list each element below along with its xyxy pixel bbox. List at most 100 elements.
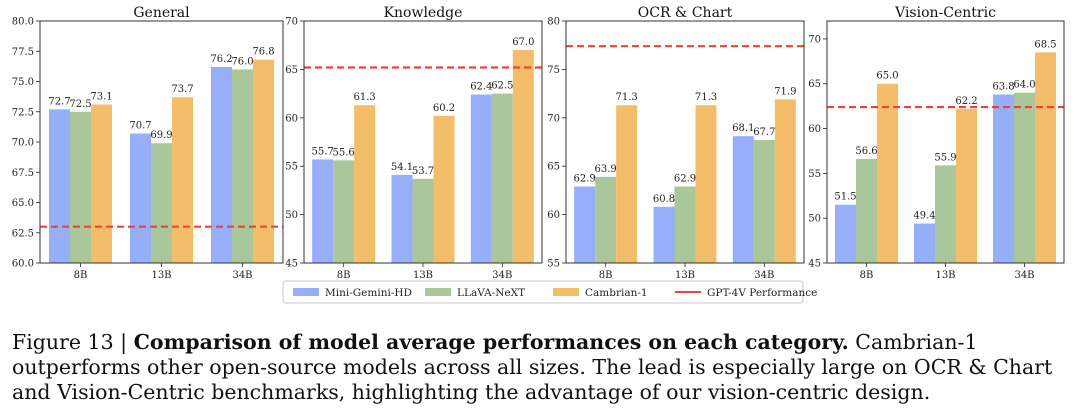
panel-0-bar-0-0 bbox=[49, 109, 70, 263]
panel-1-bar-2-1 bbox=[491, 93, 513, 263]
panel-3-bar-0-1 bbox=[856, 159, 877, 263]
panel-1-ytick-label-4: 65 bbox=[285, 65, 298, 76]
panel-3-ytick-label-3: 60 bbox=[808, 124, 821, 135]
panel-0-ytick-label-2: 65.0 bbox=[12, 198, 34, 209]
panel-3-data-label-2-0: 63.8 bbox=[992, 81, 1014, 92]
panel-3-bar-1-1 bbox=[935, 165, 956, 263]
panel-1-xtick-label-0: 8B bbox=[337, 270, 351, 281]
panel-2-xtick-label-0: 8B bbox=[599, 270, 613, 281]
panel-3-data-label-1-2: 62.2 bbox=[955, 96, 977, 107]
legend-box bbox=[282, 280, 804, 304]
caption-prefix: Figure 13 | bbox=[12, 330, 134, 354]
panel-1-data-label-2-0: 62.4 bbox=[470, 82, 492, 93]
panel-0-bar-1-0 bbox=[130, 133, 151, 263]
panel-3-ytick-label-4: 65 bbox=[808, 79, 821, 90]
legend-label-0: Mini-Gemini-HD bbox=[325, 287, 412, 299]
panel-1-ytick-label-2: 55 bbox=[285, 162, 298, 173]
panel-1-ytick-label-0: 45 bbox=[285, 259, 298, 270]
panel-0-ytick-label-6: 75.0 bbox=[12, 77, 34, 88]
panel-2-data-label-2-0: 68.1 bbox=[732, 123, 754, 134]
panel-2-ytick-label-0: 55 bbox=[547, 259, 560, 270]
panel-0-bar-2-0 bbox=[211, 66, 232, 263]
panel-1-data-label-2-1: 62.5 bbox=[491, 81, 513, 92]
panel-0-xtick-label-0: 8B bbox=[74, 270, 88, 281]
panel-3-xtick-label-2: 34B bbox=[1014, 270, 1034, 281]
legend-swatch-2 bbox=[553, 288, 579, 296]
panel-2-data-label-2-1: 67.7 bbox=[753, 127, 775, 138]
panel-3-bar-1-2 bbox=[956, 108, 977, 263]
panel-1-ytick-label-3: 60 bbox=[285, 113, 298, 124]
panel-3-data-label-2-2: 68.5 bbox=[1034, 39, 1056, 50]
panel-2-xtick-label-2: 34B bbox=[754, 270, 774, 281]
panel-2-bar-0-0 bbox=[574, 186, 596, 263]
panel-0-xtick-label-1: 13B bbox=[151, 270, 171, 281]
panel-2-data-label-0-1: 63.9 bbox=[595, 164, 617, 175]
panel-2-bar-2-1 bbox=[753, 140, 775, 263]
panel-1-bar-0-0 bbox=[312, 159, 334, 263]
panel-1-bar-1-2 bbox=[433, 115, 455, 263]
panel-2-data-label-0-0: 62.9 bbox=[574, 174, 596, 185]
panel-0-data-label-1-0: 70.7 bbox=[129, 121, 151, 132]
figure-caption: Figure 13 | Comparison of model average … bbox=[12, 330, 1072, 405]
legend-swatch-1 bbox=[425, 288, 451, 296]
panel-1-data-label-2-2: 67.0 bbox=[512, 37, 534, 48]
panel-0-data-label-2-1: 76.0 bbox=[231, 56, 253, 67]
panel-2-data-label-1-2: 71.3 bbox=[695, 92, 717, 103]
panel-0-ytick-label-8: 80.0 bbox=[12, 17, 34, 28]
panel-2-ytick-label-3: 70 bbox=[547, 113, 560, 124]
panel-0-data-label-1-1: 69.9 bbox=[150, 130, 172, 141]
panel-3-bar-2-0 bbox=[993, 94, 1014, 263]
panel-3-data-label-0-1: 56.6 bbox=[855, 146, 877, 157]
panel-1-bar-0-2 bbox=[354, 105, 376, 263]
panel-0-ytick-label-1: 62.5 bbox=[12, 228, 34, 239]
panel-3-bar-0-0 bbox=[835, 204, 856, 263]
legend-label-1: LLaVA-NeXT bbox=[457, 287, 525, 299]
panel-2-data-label-0-2: 71.3 bbox=[616, 92, 638, 103]
panel-0-frame bbox=[39, 20, 284, 264]
figure-charts: 60.0 62.5 65.0 67.5 70.0 72.5 75.0 77.5 80.0 72.7… bbox=[12, 5, 1065, 304]
panel-1-data-label-0-2: 61.3 bbox=[354, 92, 376, 103]
panel-0-data-label-0-1: 72.5 bbox=[69, 99, 91, 110]
panel-2-data-label-1-1: 62.9 bbox=[674, 174, 696, 185]
caption-rest: Cambrian-1 outperforms other open-source… bbox=[12, 330, 1053, 404]
panel-0-data-label-2-0: 76.2 bbox=[210, 54, 232, 65]
panel-0-ytick-label-4: 70.0 bbox=[12, 138, 34, 149]
panel-1-title: Knowledge bbox=[384, 5, 463, 21]
panel-2-ytick-label-5: 80 bbox=[547, 17, 560, 28]
panel-3-ytick-label-1: 50 bbox=[808, 214, 821, 225]
legend-label-2: Cambrian-1 bbox=[585, 287, 648, 299]
panel-2-ytick-label-4: 75 bbox=[547, 65, 560, 76]
panel-3-bar-1-0 bbox=[914, 223, 935, 263]
panel-3-xtick-label-0: 8B bbox=[860, 270, 874, 281]
panel-1-xtick-label-1: 13B bbox=[413, 270, 433, 281]
panel-1-data-label-1-2: 60.2 bbox=[433, 103, 455, 114]
panel-2-frame bbox=[565, 20, 805, 264]
panel-1-data-label-0-0: 55.7 bbox=[312, 146, 334, 157]
panel-3-xtick-label-1: 13B bbox=[935, 270, 955, 281]
panel-3-bar-0-2 bbox=[877, 83, 898, 263]
panel-0-bar-1-1 bbox=[151, 143, 172, 263]
panel-2-data-label-1-0: 60.8 bbox=[653, 194, 675, 205]
panel-3-data-label-0-2: 65.0 bbox=[876, 71, 898, 82]
panel-1-bar-2-0 bbox=[470, 94, 492, 264]
panel-2-xtick-label-1: 13B bbox=[675, 270, 695, 281]
panel-3-data-label-0-0: 51.5 bbox=[834, 192, 856, 203]
panel-0-data-label-2-2: 76.8 bbox=[252, 47, 274, 58]
panel-1-data-label-1-1: 53.7 bbox=[412, 166, 434, 177]
panel-0-xtick-label-2: 34B bbox=[232, 270, 252, 281]
panel-1-frame bbox=[303, 20, 543, 264]
panel-2-bar-1-0 bbox=[653, 206, 675, 263]
legend-swatch-0 bbox=[293, 288, 319, 296]
panel-1-bar-1-0 bbox=[391, 174, 413, 263]
panel-3-ytick-label-0: 45 bbox=[808, 259, 821, 270]
panel-1-bar-0-1 bbox=[333, 160, 355, 263]
panel-2-bar-2-2 bbox=[774, 99, 796, 264]
panel-0-title: General bbox=[133, 5, 190, 21]
panel-1-ytick-label-1: 50 bbox=[285, 210, 298, 221]
legend-label-3: GPT-4V Performance bbox=[707, 287, 817, 299]
panel-0-ytick-label-7: 77.5 bbox=[12, 47, 34, 58]
panel-1-bar-2-2 bbox=[512, 50, 534, 263]
panel-2-bar-2-0 bbox=[732, 136, 754, 263]
panel-1-bar-1-1 bbox=[412, 178, 434, 263]
panel-3-data-label-2-1: 64.0 bbox=[1013, 80, 1035, 91]
